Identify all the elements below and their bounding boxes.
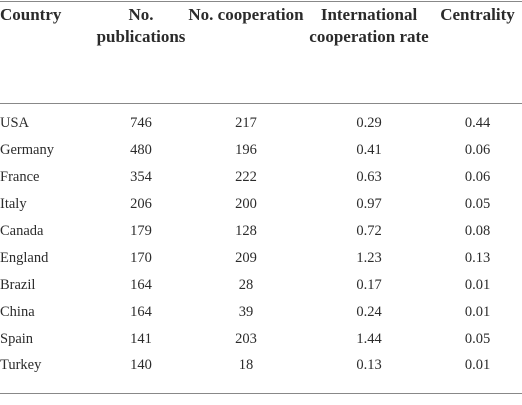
table-row: Brazil 164 28 0.17 0.01 bbox=[0, 272, 522, 299]
value-cell: 141 bbox=[130, 331, 152, 347]
value-cell: 0.08 bbox=[464, 223, 491, 239]
value-cell: 0.01 bbox=[464, 277, 491, 293]
header-cell: No. cooperation bbox=[187, 1, 305, 104]
value-cell: 746 bbox=[130, 115, 152, 131]
value-cell: 209 bbox=[235, 250, 257, 266]
value-cell: 217 bbox=[235, 115, 257, 131]
value-cell: 1.23 bbox=[356, 250, 382, 266]
country-cell: England bbox=[0, 250, 49, 266]
value-cell: 0.44 bbox=[464, 115, 491, 131]
value-cell: 0.29 bbox=[356, 115, 382, 131]
value-cell: 39 bbox=[238, 304, 254, 320]
table-row: USA 746 217 0.29 0.44 bbox=[0, 104, 522, 138]
value-cell: 206 bbox=[130, 196, 152, 212]
country-cell: Germany bbox=[0, 142, 54, 158]
value-cell: 164 bbox=[130, 304, 152, 320]
data-table: Country No. publications No. cooperation In… bbox=[0, 1, 522, 394]
country-cell: Italy bbox=[0, 196, 27, 212]
value-cell: 0.05 bbox=[464, 331, 491, 347]
value-cell: 1.44 bbox=[356, 331, 382, 347]
header-cell: International cooperation rate bbox=[305, 1, 433, 104]
value-cell: 0.17 bbox=[356, 277, 382, 293]
value-cell: 28 bbox=[238, 277, 254, 293]
value-cell: 480 bbox=[130, 142, 152, 158]
country-cell: Brazil bbox=[0, 277, 36, 293]
country-cell: Turkey bbox=[0, 357, 42, 373]
header-cell: Centrality bbox=[433, 1, 522, 104]
value-cell: 164 bbox=[130, 277, 152, 293]
value-cell: 179 bbox=[130, 223, 152, 239]
header-cell: Country bbox=[0, 1, 95, 104]
table-row: England 170 209 1.23 0.13 bbox=[0, 245, 522, 272]
value-cell: 0.97 bbox=[356, 196, 382, 212]
table-row: Italy 206 200 0.97 0.05 bbox=[0, 191, 522, 218]
value-cell: 0.24 bbox=[356, 304, 382, 320]
value-cell: 203 bbox=[235, 331, 257, 347]
value-cell: 0.41 bbox=[356, 142, 382, 158]
value-cell: 0.13 bbox=[464, 250, 491, 266]
value-cell: 0.72 bbox=[356, 223, 382, 239]
value-cell: 222 bbox=[235, 169, 257, 185]
value-cell: 0.05 bbox=[464, 196, 491, 212]
header-cell: No. publications bbox=[95, 1, 187, 104]
country-cell: France bbox=[0, 169, 40, 185]
value-cell: 200 bbox=[235, 196, 257, 212]
value-cell: 18 bbox=[238, 357, 254, 373]
value-cell: 0.06 bbox=[464, 142, 491, 158]
table-row: France 354 222 0.63 0.06 bbox=[0, 164, 522, 191]
table-row: China 164 39 0.24 0.01 bbox=[0, 299, 522, 326]
value-cell: 0.01 bbox=[464, 304, 491, 320]
value-cell: 0.13 bbox=[356, 357, 382, 373]
value-cell: 128 bbox=[235, 223, 257, 239]
table-row: Spain 141 203 1.44 0.05 bbox=[0, 326, 522, 353]
value-cell: 140 bbox=[130, 357, 152, 373]
value-cell: 196 bbox=[235, 142, 257, 158]
country-cell: China bbox=[0, 304, 35, 320]
header-row: Country No. publications No. cooperation In… bbox=[0, 1, 522, 104]
value-cell: 170 bbox=[130, 250, 152, 266]
value-cell: 0.01 bbox=[464, 357, 491, 373]
value-cell: 0.63 bbox=[356, 169, 382, 185]
table-header: Country No. publications No. cooperation In… bbox=[0, 1, 522, 104]
table-row: Germany 480 196 0.41 0.06 bbox=[0, 137, 522, 164]
table-row: Turkey 140 18 0.13 0.01 bbox=[0, 353, 522, 394]
table-body: USA 746 217 0.29 0.44 Germany 480 196 0.41 0.06 Fr… bbox=[0, 104, 522, 394]
table-row: Canada 179 128 0.72 0.08 bbox=[0, 218, 522, 245]
country-cell: USA bbox=[0, 115, 30, 131]
country-cell: Canada bbox=[0, 223, 44, 239]
value-cell: 0.06 bbox=[464, 169, 491, 185]
country-cell: Spain bbox=[0, 331, 34, 347]
value-cell: 354 bbox=[130, 169, 152, 185]
